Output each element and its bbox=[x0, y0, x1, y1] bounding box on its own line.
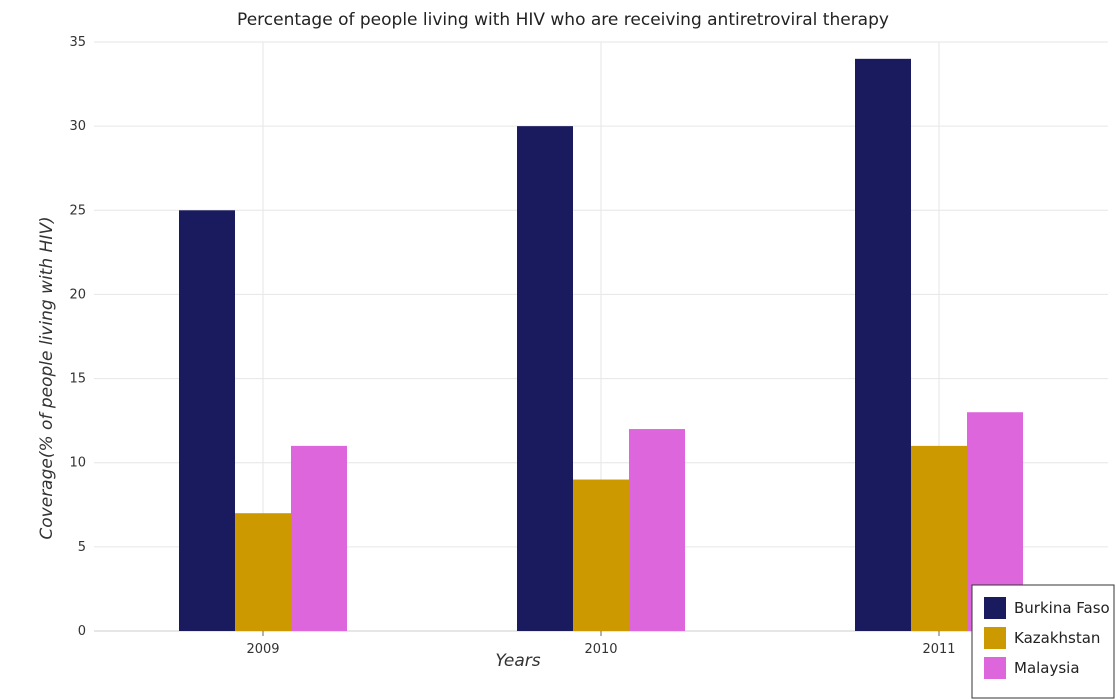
bar-burkina-faso-2011 bbox=[855, 58, 911, 632]
legend-label: Malaysia bbox=[1014, 659, 1080, 677]
x-tick-label: 2010 bbox=[584, 642, 617, 657]
legend-label: Burkina Faso bbox=[1014, 599, 1110, 617]
x-axis-label: Years bbox=[495, 651, 540, 671]
y-tick-label: 20 bbox=[69, 287, 86, 302]
legend-label: Kazakhstan bbox=[1014, 629, 1100, 647]
legend-swatch bbox=[984, 627, 1006, 649]
legend-swatch bbox=[984, 597, 1006, 619]
bar-kazakhstan-2010 bbox=[573, 479, 629, 631]
bar-kazakhstan-2009 bbox=[235, 513, 291, 631]
legend-swatch bbox=[984, 657, 1006, 679]
y-tick-label: 15 bbox=[69, 372, 86, 387]
x-axis-ticks: 2009 2010 2011 bbox=[246, 631, 956, 657]
legend: Burkina Faso Kazakhstan Malaysia bbox=[971, 584, 1115, 699]
y-axis-ticks: 0 5 10 15 20 25 30 35 bbox=[69, 35, 86, 639]
x-tick-label: 2009 bbox=[246, 642, 279, 657]
bar-burkina-faso-2010 bbox=[517, 126, 573, 632]
y-tick-label: 5 bbox=[78, 540, 86, 555]
y-tick-label: 30 bbox=[69, 119, 86, 134]
bar-kazakhstan-2011 bbox=[911, 445, 967, 631]
y-tick-label: 35 bbox=[69, 35, 86, 50]
bar-malaysia-2010 bbox=[629, 429, 685, 631]
y-tick-label: 10 bbox=[69, 456, 86, 471]
y-axis-label: Coverage(% of people living with HIV) bbox=[37, 216, 57, 539]
chart-title: Percentage of people living with HIV who… bbox=[237, 10, 889, 30]
y-tick-label: 25 bbox=[69, 203, 86, 218]
bar-malaysia-2009 bbox=[291, 445, 347, 631]
y-tick-label: 0 bbox=[78, 624, 86, 639]
x-tick-label: 2011 bbox=[922, 642, 955, 657]
bar-burkina-faso-2009 bbox=[179, 210, 235, 632]
